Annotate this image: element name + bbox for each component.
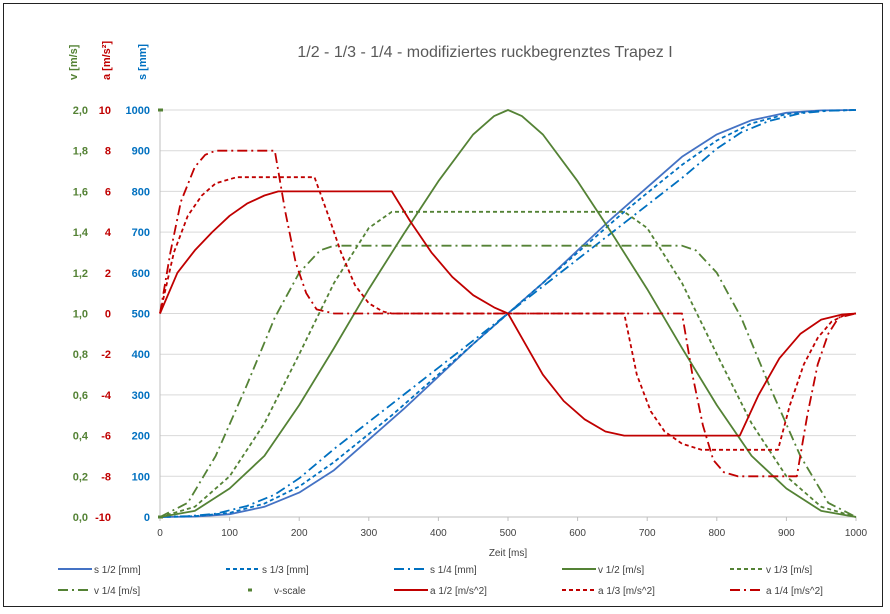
chart-frame [3, 3, 883, 607]
series-a-1-2-m-s-2-line [159, 190, 857, 437]
series-v-scale-marker [158, 515, 163, 519]
x-tick-label: 600 [569, 528, 586, 539]
x-tick-label: 100 [221, 528, 238, 539]
s-tick-label: 500 [132, 309, 150, 321]
x-tick-label: 500 [500, 528, 517, 539]
legend-label: a 1/3 [m/s^2] [598, 586, 655, 597]
series-s-1-4-mm-line [159, 109, 857, 518]
a-axis-title: a [m/s²] [101, 41, 113, 80]
v-tick-label: 1,0 [73, 309, 88, 321]
a-tick-label: 0 [105, 309, 111, 321]
a-tick-label: 6 [105, 186, 111, 198]
series-v-1-4-m-s-line [159, 244, 857, 518]
v-tick-label: 0,4 [73, 431, 89, 443]
series-a-1-4-m-s-2-line [159, 149, 857, 478]
v-tick-label: 0,0 [73, 512, 88, 524]
legend-label: a 1/2 [m/s^2] [430, 586, 487, 597]
v-tick-label: 1,6 [73, 186, 88, 198]
x-tick-label: 900 [778, 528, 795, 539]
series-v-1-3-m-s-line [159, 210, 857, 518]
v-tick-label: 0,2 [73, 471, 88, 483]
x-tick-label: 200 [291, 528, 308, 539]
legend-label: s 1/2 [mm] [94, 565, 141, 576]
legend-label: v 1/3 [m/s] [766, 565, 812, 576]
x-tick-label: 0 [157, 528, 163, 539]
legend-label: v-scale [274, 586, 306, 597]
s-tick-label: 200 [132, 431, 150, 443]
a-tick-label: 8 [105, 146, 111, 158]
x-tick-label: 400 [430, 528, 447, 539]
series-a-1-3-m-s-2-line [159, 176, 857, 451]
v-tick-label: 1,2 [73, 268, 88, 280]
chart-title: 1/2 - 1/3 - 1/4 - modifiziertes ruckbegr… [297, 44, 672, 61]
a-tick-label: -4 [101, 390, 112, 402]
a-tick-label: 10 [99, 105, 111, 117]
v-axis-title: v [m/s] [68, 44, 80, 80]
a-tick-label: -10 [95, 512, 111, 524]
legend-marker [248, 588, 252, 592]
x-tick-label: 1000 [845, 528, 868, 539]
s-axis-title: s [mm] [137, 44, 149, 80]
s-tick-label: 0 [144, 512, 150, 524]
x-tick-label: 700 [639, 528, 656, 539]
series-v-1-2-m-s-line [159, 109, 857, 518]
legend-label: a 1/4 [m/s^2] [766, 586, 823, 597]
v-tick-label: 1,4 [73, 227, 89, 239]
v-tick-label: 2,0 [73, 105, 88, 117]
a-tick-label: 4 [105, 227, 112, 239]
v-tick-label: 0,8 [73, 349, 88, 361]
legend-label: s 1/3 [mm] [262, 565, 309, 576]
legend-label: v 1/2 [m/s] [598, 565, 644, 576]
s-tick-label: 100 [132, 471, 150, 483]
x-tick-label: 300 [360, 528, 377, 539]
a-tick-label: -6 [101, 431, 111, 443]
s-tick-label: 300 [132, 390, 150, 402]
s-tick-label: 700 [132, 227, 150, 239]
a-tick-label: -2 [101, 349, 111, 361]
legend-label: s 1/4 [mm] [430, 565, 477, 576]
s-tick-label: 800 [132, 186, 150, 198]
series-v-scale-marker [158, 108, 163, 112]
x-axis-title: Zeit [ms] [489, 548, 528, 559]
x-tick-label: 800 [708, 528, 725, 539]
a-tick-label: -8 [101, 471, 111, 483]
s-tick-label: 400 [132, 349, 150, 361]
s-tick-label: 600 [132, 268, 150, 280]
s-tick-label: 1000 [126, 105, 150, 117]
a-tick-label: 2 [105, 268, 111, 280]
v-tick-label: 0,6 [73, 390, 88, 402]
v-tick-label: 1,8 [73, 146, 88, 158]
s-tick-label: 900 [132, 146, 150, 158]
legend-label: v 1/4 [m/s] [94, 586, 140, 597]
